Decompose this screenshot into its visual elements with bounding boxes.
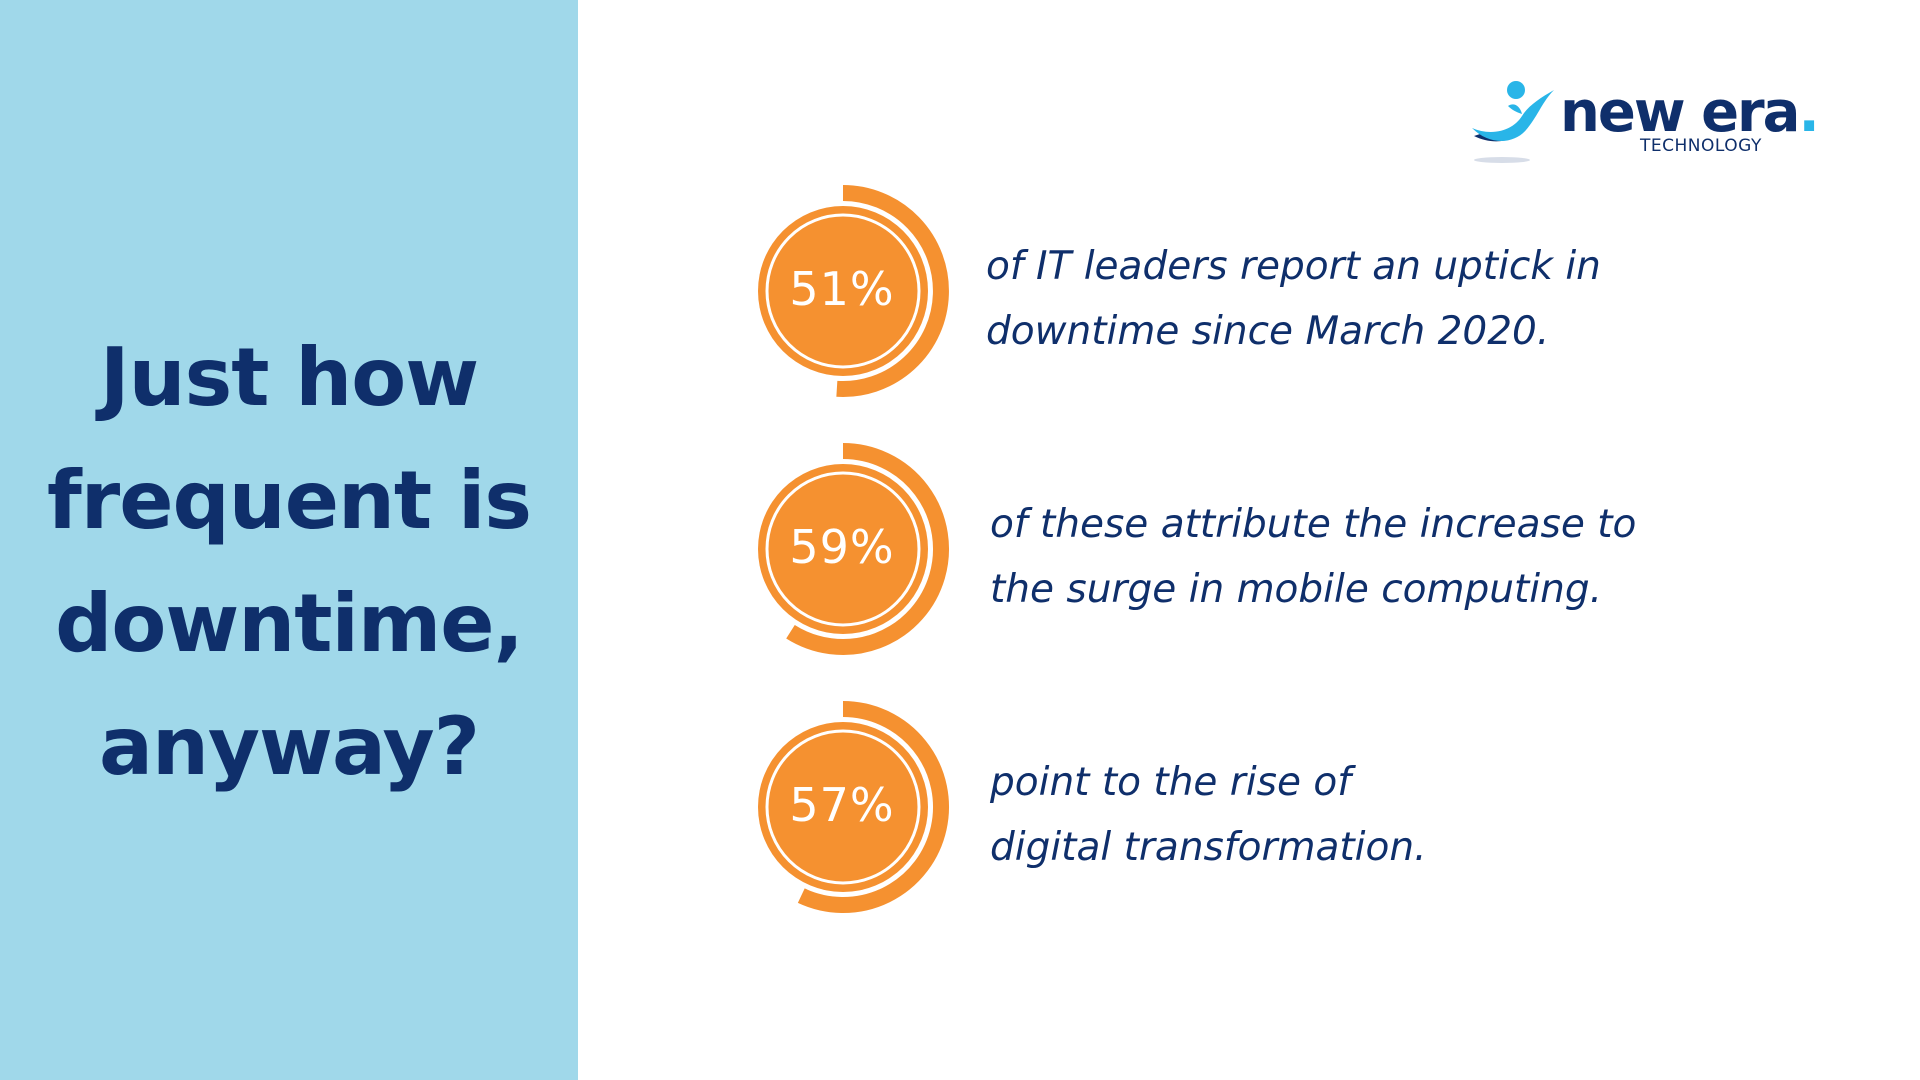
stat-description: of IT leaders report an uptick in downti…: [986, 234, 1686, 364]
stat-description-line: point to the rise of: [990, 760, 1351, 805]
ring-disc: [758, 722, 928, 892]
headline-line: Just how: [99, 331, 479, 424]
left-panel: Just how frequent is downtime, anyway?: [0, 0, 578, 1080]
ring-disc: [758, 464, 928, 634]
stat-description: point to the rise of digital transformat…: [990, 750, 1710, 880]
ring-inner-line: [765, 729, 921, 885]
stat-description: of these attribute the increase to the s…: [990, 492, 1710, 622]
person-figure-icon: [1472, 81, 1554, 163]
ring-inner-line: [765, 471, 921, 627]
stat-value: 59%: [789, 520, 895, 574]
ring-inner-line: [765, 213, 921, 369]
ring-disc: [758, 206, 928, 376]
progress-arc: [786, 443, 950, 655]
stat-description-line: the surge in mobile computing.: [990, 567, 1603, 612]
stat-description-line: digital transformation.: [990, 825, 1427, 870]
headline-line: anyway?: [98, 700, 480, 793]
stat-description-line: of these attribute the increase to: [990, 502, 1637, 547]
stat-value: 51%: [789, 262, 895, 316]
stat-item: 51% of IT leaders report an uptick in do…: [740, 176, 1740, 406]
stat-item: 57% point to the rise of digital transfo…: [740, 692, 1740, 922]
percent-ring: [740, 176, 970, 406]
percent-ring: [740, 692, 970, 922]
percent-ring: [740, 434, 970, 664]
stat-description-line: of IT leaders report an uptick in: [986, 244, 1601, 289]
stat-value: 57%: [789, 778, 895, 832]
stat-description-line: downtime since March 2020.: [986, 309, 1550, 354]
progress-arc: [836, 185, 949, 397]
headline-line: downtime,: [55, 577, 524, 670]
logo-wordmark: new era.: [1560, 80, 1820, 145]
brand-logo: new era. TECHNOLOGY: [1468, 72, 1828, 172]
headline: Just how frequent is downtime, anyway?: [0, 316, 578, 808]
headline-line: frequent is: [46, 454, 532, 547]
progress-arc: [797, 701, 949, 913]
logo-subtitle: TECHNOLOGY: [1640, 136, 1762, 156]
stat-item: 59% of these attribute the increase to t…: [740, 434, 1740, 664]
